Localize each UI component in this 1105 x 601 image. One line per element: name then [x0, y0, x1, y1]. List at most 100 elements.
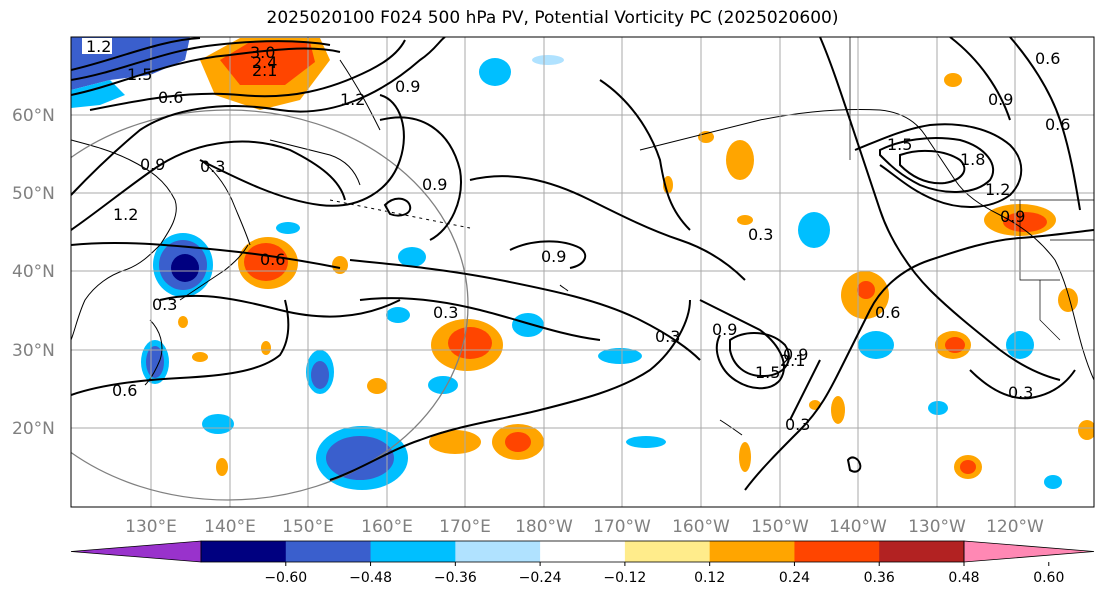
- shade-pos-b-core: [448, 327, 492, 359]
- shade-blob-n: [1006, 331, 1034, 359]
- shade-pos-j: [367, 378, 387, 394]
- kamchatka-coast: [269, 139, 361, 186]
- contour-line-16: [509, 240, 587, 269]
- contour-label: 0.6: [260, 250, 285, 269]
- colorbar-segment: [879, 541, 965, 562]
- colorbar-tick-label: −0.24: [519, 570, 562, 586]
- colorbar-tick-label: 0.60: [1033, 570, 1064, 586]
- shade-blob-a-core: [311, 361, 329, 389]
- lat-label-50n: 50°N: [12, 184, 55, 204]
- lon-label-140w: 140°W: [829, 517, 887, 537]
- shade-pos-e: [726, 140, 754, 180]
- contour-label: 2.4: [252, 53, 277, 72]
- shade-pos-t: [192, 352, 208, 362]
- contour-line-23: [949, 37, 1011, 121]
- lon-label-170e: 170°E: [439, 517, 491, 537]
- shade-blob-m: [928, 401, 948, 415]
- contour-label: 0.3: [748, 225, 773, 244]
- shade-pos-h-core: [945, 337, 965, 353]
- shade-blob-d: [479, 58, 511, 86]
- contour-closed-high2: [879, 137, 995, 193]
- shade-pos-v: [261, 341, 271, 355]
- lon-label-180w: 180°W: [515, 517, 573, 537]
- colorbar-segment: [370, 541, 456, 562]
- contour-label: 0.3: [152, 295, 177, 314]
- contour-line-4: [89, 39, 406, 111]
- contour-label: 0.9: [988, 90, 1013, 109]
- contour-line-14: [329, 299, 691, 481]
- contour-line-5: [71, 37, 446, 196]
- pv-contours: [71, 37, 1094, 491]
- shade-pos-r: [737, 215, 753, 225]
- lon-label-150e: 150°E: [282, 517, 334, 537]
- aleutian-chain: [329, 199, 471, 229]
- lat-label-20n: 20°N: [12, 419, 55, 439]
- lon-label-130w: 130°W: [908, 517, 966, 537]
- shade-blob-taiwan-core: [146, 346, 164, 378]
- colorbar-segment: [285, 541, 372, 562]
- shade-pos-f-core: [857, 281, 875, 299]
- shade-blob-c: [202, 414, 234, 434]
- shade-blob-i: [598, 348, 642, 364]
- sakhalin-coast: [199, 159, 251, 246]
- contour-label: 0.9: [422, 175, 447, 194]
- contour-line-1: [71, 47, 341, 96]
- lon-label-170w: 170°W: [593, 517, 651, 537]
- contour-closed-low2: [729, 332, 790, 378]
- contour-line-15: [469, 175, 746, 281]
- state-border-1: [1019, 200, 1060, 281]
- colorbar: −0.60 −0.48 −0.36 −0.24 −0.12 0.12 0.24 0.36 0.4…: [70, 540, 1095, 586]
- contour-line-3: [71, 37, 201, 71]
- contour-line-20: [819, 37, 1061, 381]
- colorbar-segment: [201, 541, 287, 562]
- lat-label-60n: 60°N: [12, 106, 55, 126]
- lon-label-160w: 160°W: [672, 517, 730, 537]
- contour-label: 0.3: [200, 157, 225, 176]
- contour-label: 0.3: [1008, 383, 1033, 402]
- contour-line-17: [599, 79, 691, 231]
- contour-label: 0.9: [1000, 207, 1025, 226]
- contour-label: 1.2: [340, 90, 365, 109]
- contour-label: 0.9: [783, 345, 808, 364]
- contour-line-9: [71, 299, 290, 396]
- contour-line-11: [379, 116, 462, 241]
- lon-label-150w: 150°W: [751, 517, 809, 537]
- contour-labels: 1.2 1.5 3.0 2.4 2.1 0.6 1.2 0.9 0.9 0.3 …: [82, 37, 1070, 434]
- contour-label: 0.9: [541, 247, 566, 266]
- shade-pos-d: [429, 430, 481, 454]
- shade-blob-q: [532, 55, 564, 65]
- na-west-coast: [924, 134, 1094, 381]
- contour-label: 1.8: [960, 150, 985, 169]
- shade-pos-w: [178, 316, 188, 328]
- contour-label: 2.1: [780, 351, 805, 370]
- latitude-labels: 60°N 50°N 40°N 30°N 20°N: [12, 106, 55, 439]
- colorbar-segment: [540, 541, 626, 562]
- shade-blob-f: [386, 307, 410, 323]
- region-circle: [71, 109, 469, 501]
- shade-pos-m: [831, 396, 845, 424]
- contour-label-bg-0: [82, 38, 112, 54]
- contour-closed-high3: [899, 149, 966, 185]
- shade-blob-nw2: [71, 80, 125, 108]
- contour-label: 0.6: [875, 303, 900, 322]
- state-border-3: [1039, 280, 1061, 341]
- contour-label: 2.1: [252, 61, 277, 80]
- shade-blob-japan-core: [171, 254, 199, 282]
- colorbar-tick-label: 0.36: [864, 570, 895, 586]
- contour-label: 1.2: [86, 37, 111, 56]
- contour-closed-small2: [846, 456, 862, 473]
- colorbar-tick-label: −0.48: [349, 570, 392, 586]
- colorbar-extend-low: [70, 540, 202, 563]
- contour-label: 0.6: [112, 381, 137, 400]
- colorbar-tick-label: 0.24: [779, 570, 810, 586]
- contour-label: 0.9: [712, 320, 737, 339]
- hawaii-islands: [559, 284, 569, 292]
- contour-label: 1.5: [887, 135, 912, 154]
- contour-label: 0.6: [1045, 115, 1070, 134]
- lat-label-30n: 30°N: [12, 341, 55, 361]
- contour-label: 0.9: [140, 155, 165, 174]
- contour-line-21: [969, 369, 1076, 400]
- lon-label-120w: 120°W: [986, 517, 1044, 537]
- contour-label: 0.3: [785, 415, 810, 434]
- contour-label: 1.2: [113, 205, 138, 224]
